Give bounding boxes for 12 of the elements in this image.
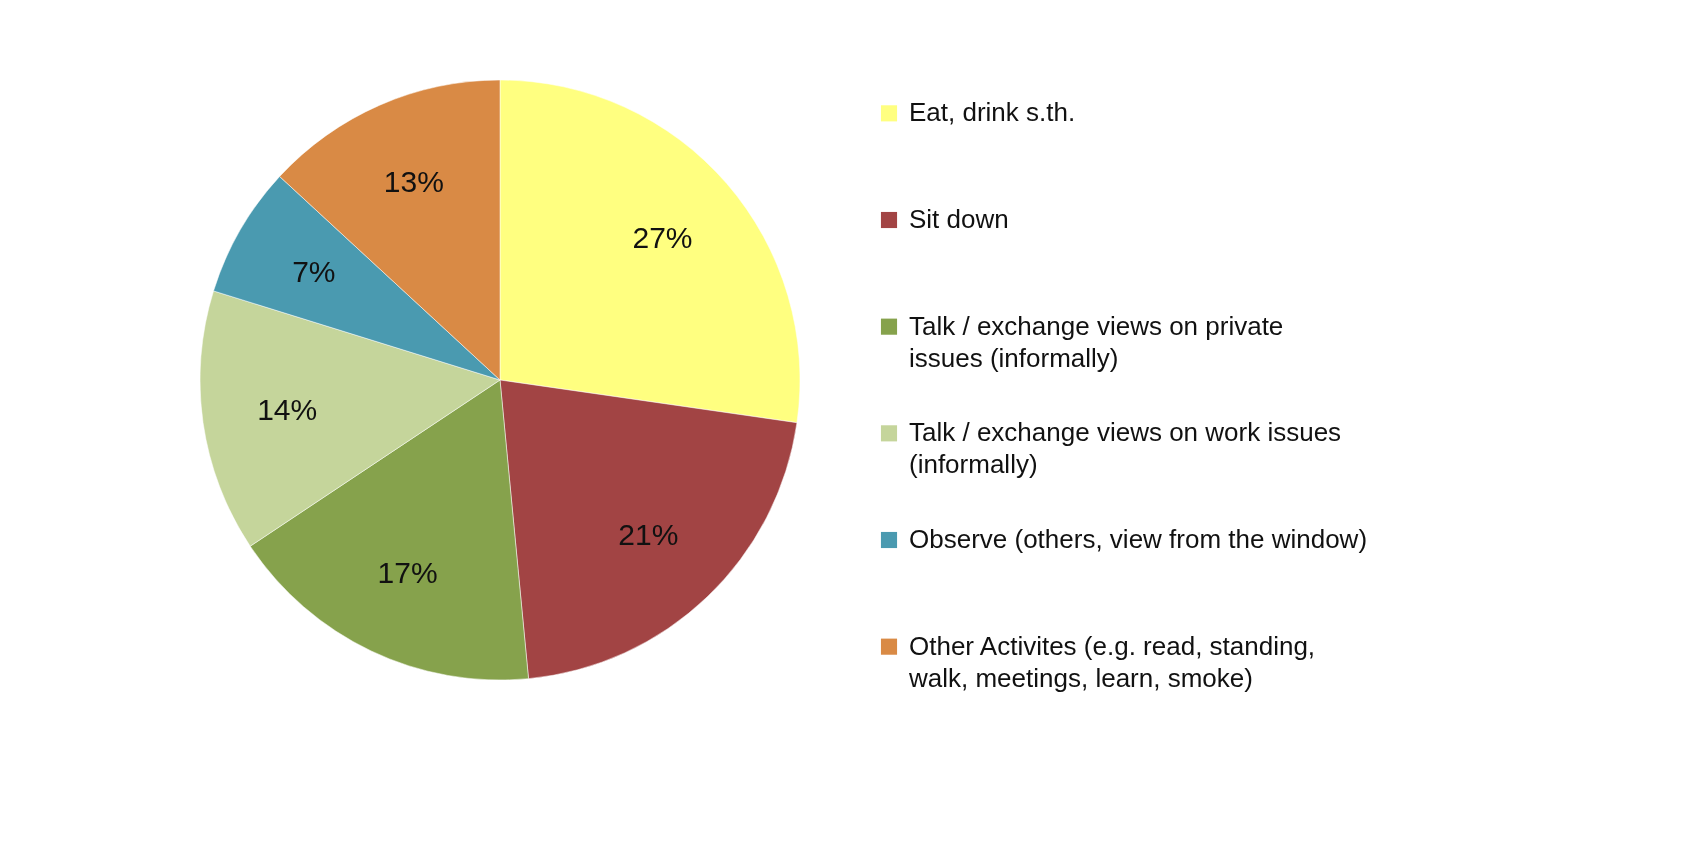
legend-label: Other Activites (e.g. read, standing, walk, meetings, learn, smoke) <box>908 630 1316 693</box>
legend-label: Sit down <box>909 204 1009 234</box>
data-label: 13% <box>383 165 444 199</box>
data-label: 21% <box>618 517 679 551</box>
legend-label: Talk / exchange views on work issues (informally) <box>909 417 1342 480</box>
legend-label: Talk / exchange views on private issues (informally) <box>909 310 1284 373</box>
data-label: 7% <box>292 254 336 288</box>
data-label: 17% <box>377 556 438 590</box>
data-label: 27% <box>632 221 693 255</box>
legend-label: Observe (others, view from the window) <box>909 524 1368 554</box>
legend-label: Eat, drink s.th. <box>909 97 1076 128</box>
data-label: 14% <box>257 392 318 426</box>
